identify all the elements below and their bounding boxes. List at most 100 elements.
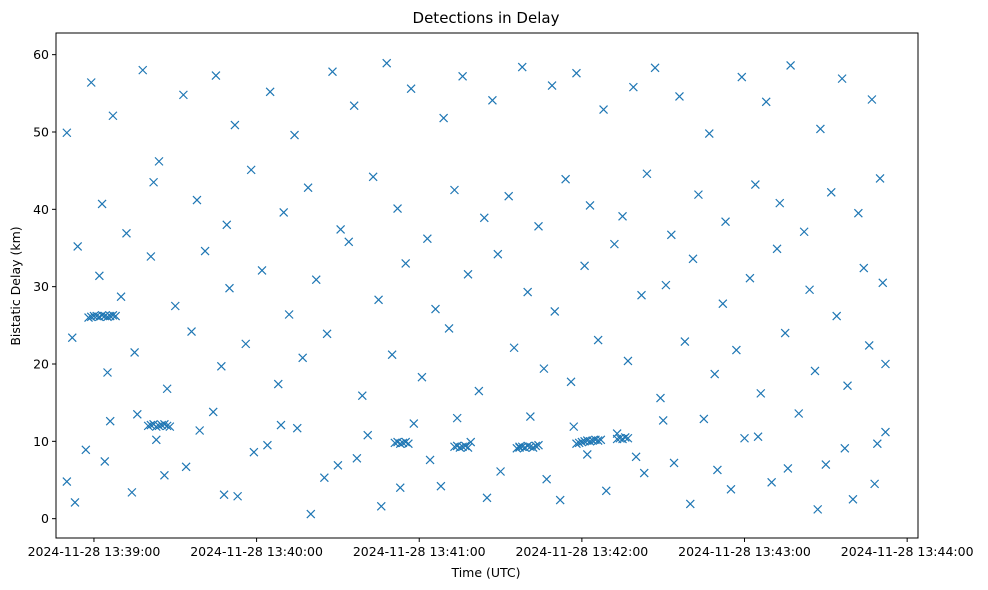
data-point <box>775 198 785 208</box>
y-tick-label: 50 <box>33 124 49 139</box>
data-point <box>222 220 232 230</box>
data-point <box>794 409 804 418</box>
data-point <box>211 71 221 80</box>
data-point <box>460 441 470 451</box>
data-point <box>154 421 164 431</box>
data-point <box>572 68 581 78</box>
y-tick-label: 10 <box>33 434 49 449</box>
data-point <box>875 173 885 183</box>
data-point <box>160 470 169 480</box>
x-tick-label: 2024-11-28 13:42:00 <box>515 544 648 559</box>
data-point <box>523 287 533 297</box>
data-point <box>103 312 112 322</box>
data-point <box>864 341 874 350</box>
data-point <box>319 473 329 483</box>
data-point <box>669 458 679 468</box>
data-point <box>146 252 156 261</box>
data-point <box>349 101 359 111</box>
data-point <box>279 207 289 217</box>
data-point <box>417 372 427 382</box>
data-point <box>721 217 730 227</box>
data-point <box>585 436 595 446</box>
x-axis-label: Time (UTC) <box>450 565 520 580</box>
data-point <box>86 78 96 87</box>
data-point <box>867 95 877 104</box>
x-tick-label: 2024-11-28 13:39:00 <box>28 544 161 559</box>
data-point <box>599 105 608 114</box>
data-point <box>219 490 229 500</box>
data-point <box>395 439 405 449</box>
data-point <box>525 412 535 422</box>
data-point <box>726 484 736 494</box>
data-point <box>246 165 256 175</box>
data-point <box>650 63 660 73</box>
data-point <box>138 65 148 75</box>
data-point <box>534 440 543 450</box>
y-axis: 0 10 20 30 40 50 60 <box>33 47 56 526</box>
data-point <box>493 249 503 259</box>
data-point <box>458 71 468 81</box>
data-point <box>178 90 188 100</box>
data-point <box>170 301 180 311</box>
data-point <box>848 494 858 504</box>
data-point <box>620 433 630 442</box>
data-point <box>675 91 684 101</box>
data-point <box>387 350 397 360</box>
data-point <box>195 426 205 435</box>
data-point <box>306 509 316 519</box>
data-point <box>62 128 72 138</box>
data-point <box>843 381 852 391</box>
data-point <box>376 501 386 511</box>
data-point <box>712 465 722 475</box>
plot-frame <box>55 32 919 539</box>
data-point <box>881 359 890 369</box>
y-tick-label: 60 <box>33 47 49 62</box>
data-point <box>737 72 747 82</box>
data-point <box>466 437 476 447</box>
data-point <box>132 409 142 419</box>
data-point <box>154 156 164 166</box>
data-point <box>160 419 169 429</box>
data-point <box>357 391 367 401</box>
data-point <box>569 422 579 432</box>
data-point <box>542 474 552 484</box>
data-point <box>813 504 823 514</box>
data-point <box>870 479 880 489</box>
data-point <box>642 169 652 179</box>
data-point <box>596 435 606 445</box>
data-point <box>70 498 80 507</box>
data-point <box>276 420 286 430</box>
data-point <box>151 422 161 432</box>
data-point <box>395 483 405 493</box>
data-point <box>84 313 93 323</box>
data-point <box>81 445 91 455</box>
data-point <box>444 323 454 333</box>
data-point <box>780 328 790 338</box>
data-point <box>290 130 299 140</box>
data-point <box>216 361 226 371</box>
data-point <box>658 416 668 425</box>
data-point <box>609 239 619 249</box>
data-point <box>821 460 831 469</box>
data-point <box>745 273 755 283</box>
data-point <box>872 439 882 449</box>
data-point <box>97 310 107 320</box>
data-point <box>539 364 549 374</box>
data-point <box>463 443 473 452</box>
data-point <box>623 433 633 443</box>
data-point <box>878 278 888 288</box>
data-point <box>149 177 159 187</box>
data-point <box>111 311 121 321</box>
data-point <box>344 237 354 247</box>
data-point <box>601 486 611 496</box>
data-point <box>574 438 584 448</box>
data-point <box>452 413 462 423</box>
data-point <box>840 443 850 453</box>
data-point <box>582 450 592 459</box>
data-point <box>303 183 313 193</box>
data-point <box>409 419 419 428</box>
chart-title: Detections in Delay <box>413 9 560 27</box>
x-tick-label: 2024-11-28 13:40:00 <box>190 544 323 559</box>
